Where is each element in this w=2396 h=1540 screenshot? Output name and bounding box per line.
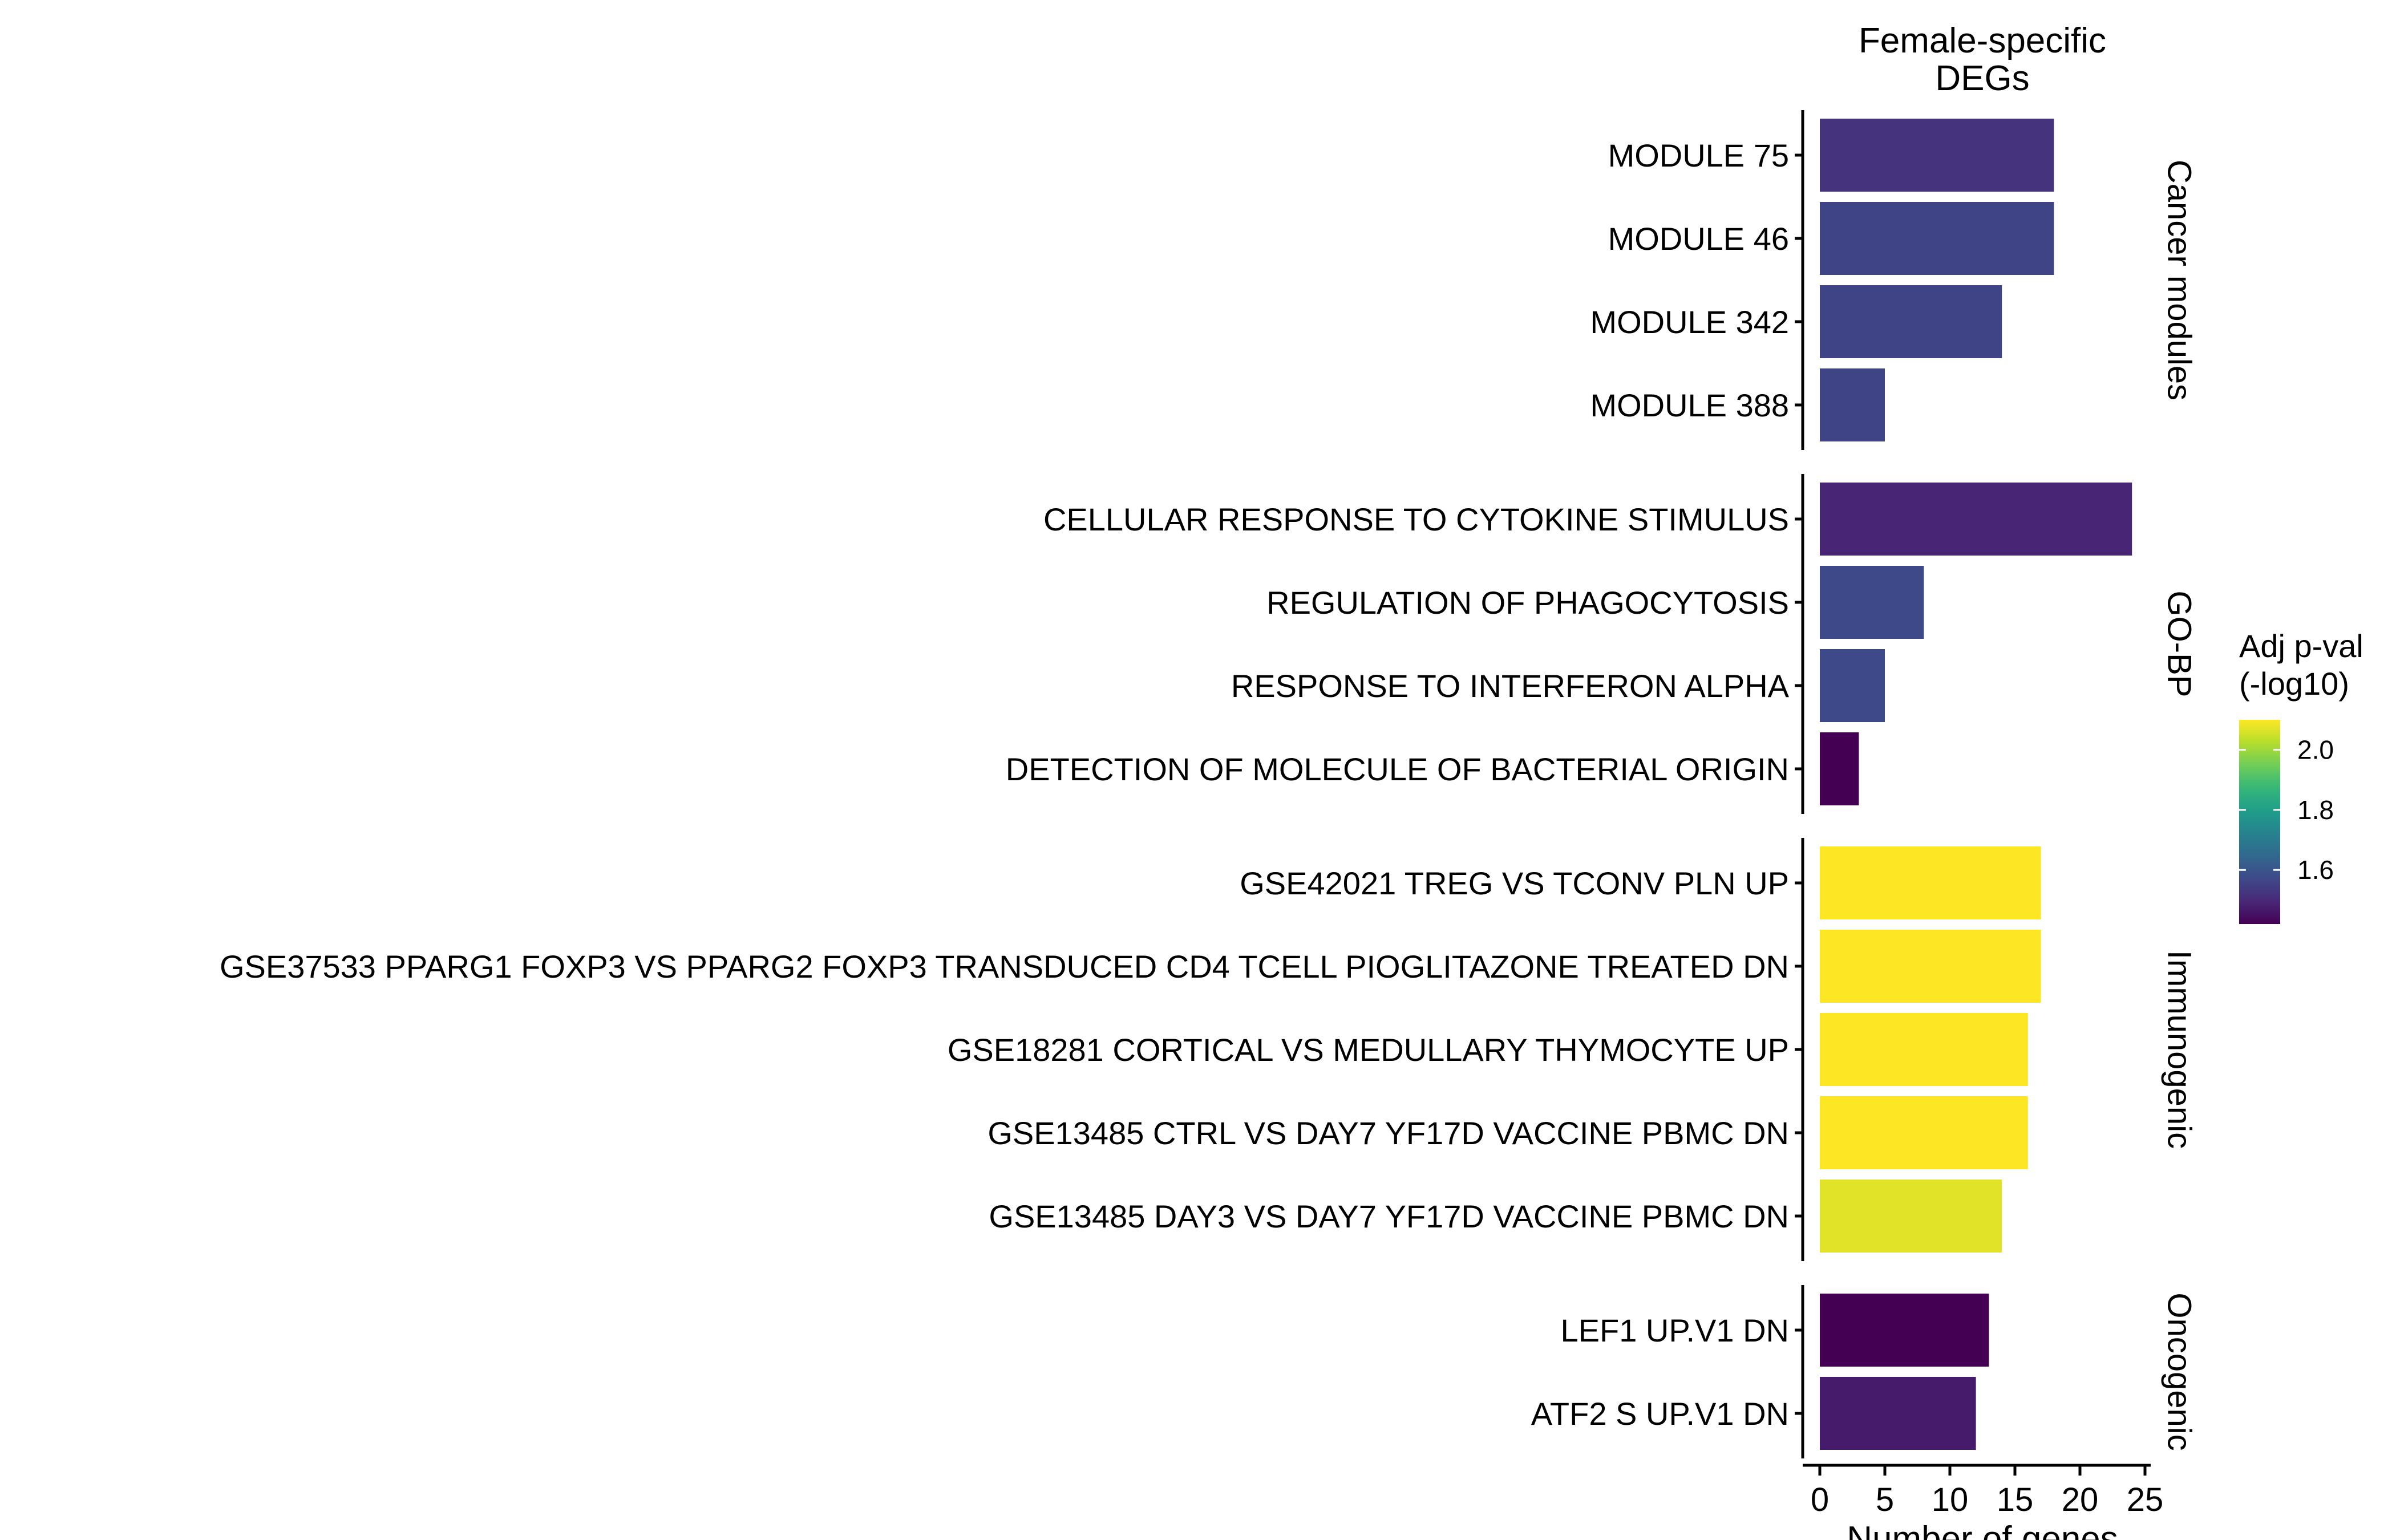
category-label: ATF2 S UP.V1 DN <box>1531 1396 1789 1432</box>
category-label: GSE37533 PPARG1 FOXP3 VS PPARG2 FOXP3 TR… <box>220 949 1789 984</box>
legend-colorbar <box>2239 720 2280 924</box>
x-axis-title: Number of genes <box>1847 1519 2118 1540</box>
facet-label: Cancer modules <box>2161 160 2198 400</box>
x-tick-label: 15 <box>1997 1481 2034 1518</box>
bar <box>1820 649 1885 722</box>
legend-title: Adj p-val (-log10) <box>2239 628 2363 702</box>
axes: 0 5 10 15 20 25 Number of genes <box>1795 110 2163 1540</box>
bar <box>1820 566 1924 639</box>
bar <box>1820 1013 2028 1086</box>
category-label: MODULE 75 <box>1608 137 1789 173</box>
bar <box>1820 483 2132 556</box>
chart-title-text: Female-specific DEGs <box>1859 21 2106 98</box>
facet-label: Oncogenic <box>2161 1292 2198 1450</box>
bar <box>1820 1180 2002 1253</box>
category-label: MODULE 342 <box>1590 304 1789 340</box>
facet-strips: Cancer modules GO-BP Immunogenic Oncogenic <box>2161 160 2198 1451</box>
category-label: GSE13485 DAY3 VS DAY7 YF17D VACCINE PBMC… <box>989 1198 1789 1234</box>
category-label: MODULE 46 <box>1608 221 1789 257</box>
facet-label: Immunogenic <box>2161 950 2198 1149</box>
bar <box>1820 285 2002 358</box>
category-labels: MODULE 75 MODULE 46 MODULE 342 MODULE 388 CE… <box>220 137 1790 1432</box>
bar <box>1820 119 2054 192</box>
category-label: DETECTION OF MOLECULE OF BACTERIAL ORIGI… <box>1006 751 1789 787</box>
category-label: MODULE 388 <box>1590 387 1789 423</box>
facet-label: GO-BP <box>2161 591 2198 698</box>
bar <box>1820 202 2054 275</box>
category-label: GSE18281 CORTICAL VS MEDULLARY THYMOCYTE… <box>948 1032 1789 1068</box>
bar <box>1820 1377 1976 1450</box>
x-tick-label: 20 <box>2062 1481 2099 1518</box>
category-label: LEF1 UP.V1 DN <box>1561 1312 1789 1348</box>
chart-title: Female-specific DEGs <box>1859 21 2106 98</box>
x-tick-label: 10 <box>1932 1481 1969 1518</box>
x-tick-label: 25 <box>2127 1481 2164 1518</box>
bar <box>1820 930 2041 1003</box>
category-label: REGULATION OF PHAGOCYTOSIS <box>1266 585 1789 621</box>
x-tick-label: 5 <box>1876 1481 1894 1518</box>
bar <box>1820 368 1885 441</box>
category-label: GSE42021 TREG VS TCONV PLN UP <box>1240 865 1789 901</box>
category-label: GSE13485 CTRL VS DAY7 YF17D VACCINE PBMC… <box>987 1115 1789 1151</box>
legend-tick-label: 1.6 <box>2297 855 2334 885</box>
bars <box>1820 119 2132 1450</box>
category-label: RESPONSE TO INTERFERON ALPHA <box>1231 668 1790 704</box>
legend-tick-label: 1.8 <box>2297 795 2334 825</box>
color-legend: Adj p-val (-log10) 1.6 1.8 2.0 <box>2239 628 2363 924</box>
x-tick-label: 0 <box>1811 1481 1829 1518</box>
bar <box>1820 846 2041 919</box>
bar <box>1820 1096 2028 1169</box>
bar <box>1820 732 1859 805</box>
category-label: CELLULAR RESPONSE TO CYTOKINE STIMULUS <box>1043 501 1789 537</box>
legend-tick-label: 2.0 <box>2297 735 2334 765</box>
bar <box>1820 1294 1989 1367</box>
